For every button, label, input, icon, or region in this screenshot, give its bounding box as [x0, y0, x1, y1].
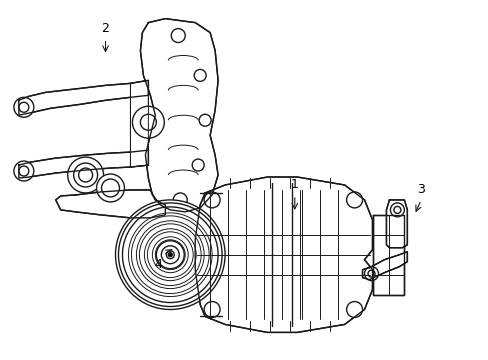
Circle shape — [346, 192, 362, 208]
Polygon shape — [362, 252, 407, 280]
Polygon shape — [386, 200, 407, 248]
Circle shape — [199, 114, 211, 126]
Circle shape — [156, 241, 184, 269]
Circle shape — [166, 251, 174, 259]
Circle shape — [67, 157, 103, 193]
Circle shape — [168, 253, 172, 257]
Circle shape — [102, 179, 119, 197]
Circle shape — [194, 69, 206, 81]
Polygon shape — [140, 19, 218, 212]
Polygon shape — [130, 80, 148, 167]
Circle shape — [192, 159, 203, 171]
Circle shape — [115, 200, 224, 310]
Circle shape — [173, 193, 187, 207]
Circle shape — [393, 206, 400, 213]
Circle shape — [346, 302, 362, 318]
Circle shape — [14, 97, 34, 117]
Circle shape — [19, 166, 29, 176]
Circle shape — [140, 114, 156, 130]
Circle shape — [132, 106, 164, 138]
Circle shape — [79, 168, 92, 182]
Circle shape — [14, 161, 34, 181]
Text: 1: 1 — [290, 179, 298, 192]
Text: 3: 3 — [417, 184, 425, 197]
Polygon shape — [372, 215, 404, 294]
Circle shape — [96, 174, 124, 202]
Text: 4: 4 — [154, 258, 162, 271]
Polygon shape — [56, 190, 165, 218]
Circle shape — [203, 192, 220, 208]
Circle shape — [364, 267, 378, 280]
Circle shape — [74, 163, 98, 187]
Polygon shape — [19, 80, 148, 115]
Polygon shape — [195, 177, 372, 332]
Polygon shape — [19, 150, 148, 178]
Circle shape — [367, 270, 374, 277]
Circle shape — [171, 28, 185, 42]
Text: 2: 2 — [102, 22, 109, 35]
Circle shape — [19, 102, 29, 112]
Circle shape — [161, 246, 179, 264]
Circle shape — [203, 302, 220, 318]
Circle shape — [389, 203, 404, 217]
